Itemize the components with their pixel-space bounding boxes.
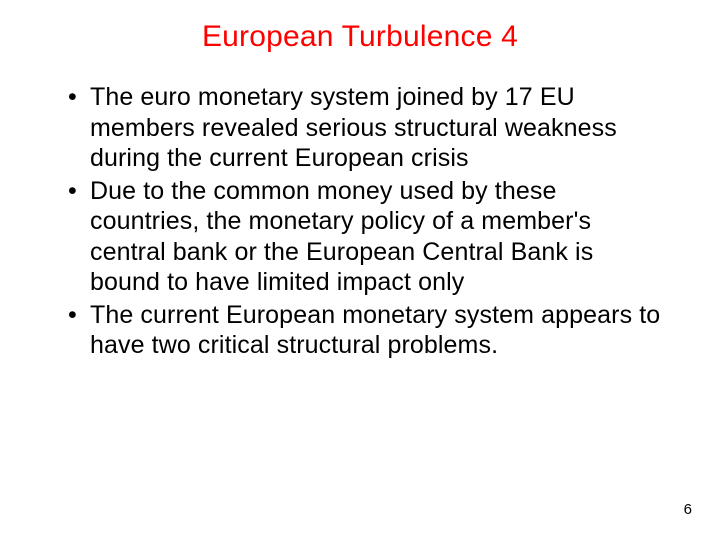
page-number: 6 <box>684 501 692 518</box>
bullet-item: Due to the common money used by these co… <box>74 176 670 298</box>
slide: European Turbulence 4 The euro monetary … <box>0 0 720 540</box>
bullet-list: The euro monetary system joined by 17 EU… <box>50 82 670 361</box>
slide-title: European Turbulence 4 <box>50 20 670 54</box>
bullet-item: The current European monetary system app… <box>74 300 670 361</box>
bullet-item: The euro monetary system joined by 17 EU… <box>74 82 670 174</box>
